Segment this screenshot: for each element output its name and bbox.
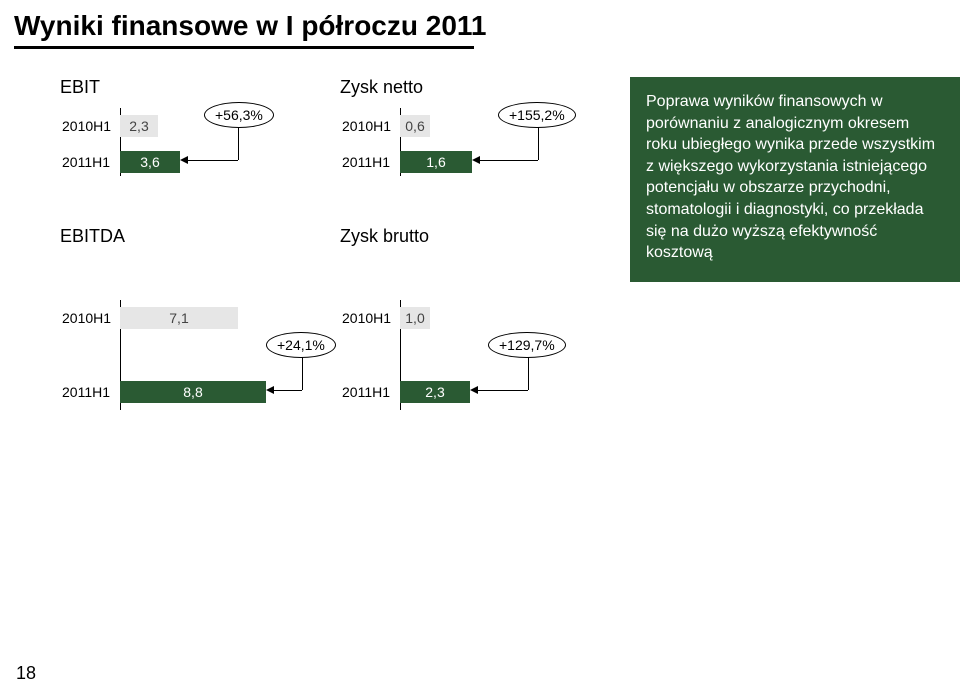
- chart-ebit-indicator: +56,3%: [180, 102, 300, 172]
- chart-ebit-row-2010: 2010H1 2,3: [60, 112, 158, 140]
- chart-ebit-row-2010-value: 2,3: [129, 118, 148, 134]
- chart-ebitda-pct: +24,1%: [277, 337, 325, 353]
- chart-ebitda-row-2010-bar: 7,1: [120, 307, 238, 329]
- page-title: Wyniki finansowe w I półroczu 2011: [0, 0, 960, 46]
- chart-ebitda-row-2010: 2010H1 7,1: [60, 304, 238, 332]
- chart-zysk-brutto-row-2010-value: 1,0: [405, 310, 424, 326]
- chart-zysk-brutto-row-2011-label: 2011H1: [340, 384, 400, 400]
- chart-ebitda-row-2011-bar: 8,8: [120, 381, 266, 403]
- chart-ebitda-title: EBITDA: [60, 226, 340, 247]
- chart-zysk-netto-axes: 2010H1 0,6 2011H1 1,6: [340, 108, 620, 176]
- chart-ebitda-row-2011: 2011H1 8,8: [60, 378, 266, 406]
- chart-ebitda-row-2011-label: 2011H1: [60, 384, 120, 400]
- column-ebit-ebitda: EBIT 2010H1 2,3 2011H1 3,6: [60, 77, 340, 253]
- chart-ebit-axes: 2010H1 2,3 2011H1 3,6: [60, 108, 340, 176]
- chart-ebit-row-2011-bar: 3,6: [120, 151, 180, 173]
- chart-zysk-brutto-pct: +129,7%: [499, 337, 555, 353]
- chart-zysk-brutto-row-2010-label: 2010H1: [340, 310, 400, 326]
- chart-zysk-netto-row-2010-label: 2010H1: [340, 118, 400, 134]
- top-row: EBIT 2010H1 2,3 2011H1 3,6: [0, 77, 960, 282]
- chart-ebitda-row-2011-value: 8,8: [183, 384, 202, 400]
- chart-zysk-netto-row-2010: 2010H1 0,6: [340, 112, 430, 140]
- bottom-row: 2010H1 7,1 2011H1 8,8 +24,1%: [0, 300, 960, 414]
- chart-ebit-row-2011-label: 2011H1: [60, 154, 120, 170]
- chart-ebit-title: EBIT: [60, 77, 340, 98]
- chart-zysk-netto-row-2010-bar: 0,6: [400, 115, 430, 137]
- chart-ebitda: 2010H1 7,1 2011H1 8,8 +24,1%: [60, 300, 340, 414]
- chart-zysk-brutto-title: Zysk brutto: [340, 226, 620, 247]
- commentary-box: Poprawa wyników finansowych w porównaniu…: [630, 77, 960, 282]
- column-zysk: Zysk netto 2010H1 0,6 2011H1 1,6: [340, 77, 620, 253]
- chart-zysk-netto-title: Zysk netto: [340, 77, 620, 98]
- page-number: 18: [16, 663, 36, 684]
- chart-zysk-brutto: 2010H1 1,0 2011H1 2,3 +129,7%: [340, 300, 620, 414]
- chart-zysk-netto-indicator: +155,2%: [472, 102, 612, 172]
- chart-ebit-row-2011: 2011H1 3,6: [60, 148, 180, 176]
- chart-zysk-netto: Zysk netto 2010H1 0,6 2011H1 1,6: [340, 77, 620, 247]
- chart-zysk-netto-row-2011: 2011H1 1,6: [340, 148, 472, 176]
- chart-zysk-netto-row-2010-value: 0,6: [405, 118, 424, 134]
- chart-zysk-brutto-row-2010-bar: 1,0: [400, 307, 430, 329]
- chart-zysk-netto-row-2011-value: 1,6: [426, 154, 445, 170]
- chart-zysk-brutto-axes: 2010H1 1,0 2011H1 2,3 +129,7%: [340, 300, 620, 410]
- chart-ebit-row-2011-value: 3,6: [140, 154, 159, 170]
- chart-ebit-row-2010-label: 2010H1: [60, 118, 120, 134]
- chart-zysk-brutto-row-2010: 2010H1 1,0: [340, 304, 430, 332]
- chart-ebitda-row-2010-label: 2010H1: [60, 310, 120, 326]
- chart-zysk-brutto-row-2011-value: 2,3: [425, 384, 444, 400]
- chart-zysk-netto-pct: +155,2%: [509, 107, 565, 123]
- chart-zysk-netto-row-2011-label: 2011H1: [340, 154, 400, 170]
- chart-ebit: EBIT 2010H1 2,3 2011H1 3,6: [60, 77, 340, 247]
- chart-zysk-brutto-indicator: +129,7%: [470, 336, 610, 406]
- chart-ebit-row-2010-bar: 2,3: [120, 115, 158, 137]
- chart-ebitda-axes: 2010H1 7,1 2011H1 8,8 +24,1%: [60, 300, 340, 410]
- chart-zysk-netto-row-2011-bar: 1,6: [400, 151, 472, 173]
- chart-zysk-brutto-row-2011-bar: 2,3: [400, 381, 470, 403]
- chart-ebit-pct: +56,3%: [215, 107, 263, 123]
- chart-zysk-brutto-row-2011: 2011H1 2,3: [340, 378, 470, 406]
- chart-ebitda-row-2010-value: 7,1: [169, 310, 188, 326]
- title-underline: [14, 46, 474, 49]
- commentary-text: Poprawa wyników finansowych w porównaniu…: [646, 93, 935, 261]
